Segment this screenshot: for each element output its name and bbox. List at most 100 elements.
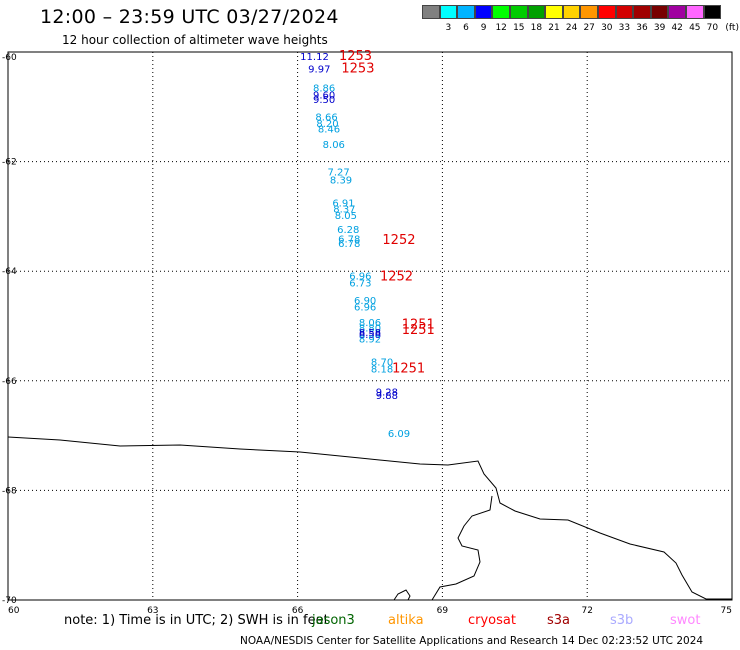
coastline bbox=[7, 436, 732, 600]
wave-height-label: 9.97 bbox=[308, 64, 330, 75]
color-scale-labels: 3 6 9 12 15 18 21 24 27 30 33 36 39 42 45 70 (ft) bbox=[422, 23, 740, 35]
wave-height-label: 8.80 bbox=[359, 323, 381, 334]
x-tick-label: 63 bbox=[147, 606, 158, 616]
wave-height-label: 6.78 bbox=[338, 235, 360, 246]
y-tick-label: -64 bbox=[2, 267, 17, 277]
wave-height-label: 6.73 bbox=[349, 279, 371, 290]
footer-note: note: 1) Time is in UTC; 2) SWH is in fe… bbox=[64, 613, 329, 628]
chart-title: 12:00 – 23:59 UTC 03/27/2024 bbox=[40, 6, 339, 28]
wave-height-label: 8.70 bbox=[371, 357, 393, 368]
scale-label: 21 bbox=[548, 23, 560, 33]
wave-height-label: 6.91 bbox=[332, 199, 354, 210]
scale-swatch bbox=[527, 5, 546, 19]
wave-height-label: 8.05 bbox=[335, 211, 357, 222]
scale-label: 9 bbox=[480, 23, 487, 33]
wave-height-label: 6.78 bbox=[338, 239, 360, 250]
scale-swatch bbox=[633, 5, 651, 19]
plot-frame bbox=[7, 51, 733, 601]
scale-swatch bbox=[650, 5, 669, 19]
scale-swatch bbox=[703, 5, 722, 19]
scale-label: 6 bbox=[463, 23, 469, 33]
scale-label: 24 bbox=[565, 23, 578, 33]
wave-height-label: 8.58 bbox=[359, 330, 381, 341]
scale-label: 33 bbox=[618, 23, 631, 33]
wave-height-label: 11.12 bbox=[300, 52, 329, 63]
x-tick-label: 72 bbox=[581, 606, 592, 616]
track-id-label: 1252 bbox=[380, 270, 413, 285]
scale-swatch bbox=[457, 5, 475, 19]
wave-height-label: 8.18 bbox=[371, 365, 393, 376]
scale-label: 39 bbox=[653, 23, 666, 33]
x-tick-label: 66 bbox=[292, 606, 304, 616]
wave-height-label: 8.86 bbox=[313, 83, 335, 94]
wave-height-label: 8.37 bbox=[333, 205, 355, 216]
y-tick-label: -60 bbox=[2, 53, 17, 63]
scale-swatch bbox=[545, 5, 563, 19]
scale-swatch bbox=[597, 5, 616, 19]
x-tick-label: 75 bbox=[721, 606, 732, 616]
color-scale-legend: 3 6 9 12 15 18 21 24 27 30 33 36 39 42 45 70 (ft) bbox=[422, 5, 739, 33]
credit-line: NOAA/NESDIS Center for Satellite Applica… bbox=[240, 635, 704, 647]
wave-height-label: 6.28 bbox=[337, 225, 359, 236]
satellite-s3a: s3a bbox=[547, 613, 571, 628]
wave-height-label: 8.46 bbox=[318, 125, 340, 136]
scale-label: 3 bbox=[445, 23, 452, 33]
wave-height-label: 8.92 bbox=[359, 334, 381, 345]
wave-height-label: 6.09 bbox=[388, 429, 410, 440]
wave-height-label: 6.90 bbox=[354, 296, 376, 307]
wave-height-label: 8.58 bbox=[359, 328, 381, 339]
scale-label: 42 bbox=[671, 23, 683, 33]
track-id-label: 1251 bbox=[392, 362, 425, 377]
wave-height-label: 8.39 bbox=[330, 176, 352, 187]
y-tick-label: -66 bbox=[2, 377, 17, 387]
satellite-jason3: jason3 bbox=[312, 613, 355, 628]
wave-height-label: 8.06 bbox=[359, 318, 381, 329]
x-tick-label: 60 bbox=[8, 606, 20, 616]
track-id-label: 1253 bbox=[341, 61, 374, 76]
y-tick-label: -70 bbox=[2, 596, 17, 606]
y-tick-label: -68 bbox=[2, 486, 17, 496]
y-tick-label: -62 bbox=[2, 158, 17, 168]
scale-swatch bbox=[615, 5, 634, 19]
track-id-label: 1251 bbox=[402, 318, 435, 333]
coastline-inlet bbox=[431, 495, 493, 601]
wave-height-label: 9.60 bbox=[313, 91, 335, 102]
scale-swatch bbox=[668, 5, 686, 19]
scale-label: 36 bbox=[636, 23, 648, 33]
wave-height-label: 8.06 bbox=[323, 140, 345, 151]
wave-height-label: 6.96 bbox=[349, 271, 371, 282]
scale-label: 70 bbox=[706, 23, 719, 33]
scale-label: 12 bbox=[495, 23, 507, 33]
wave-height-label: 6.96 bbox=[354, 303, 376, 314]
chart-subtitle: 12 hour collection of altimeter wave hei… bbox=[62, 33, 328, 47]
wave-height-label: 9.88 bbox=[376, 391, 398, 402]
track-id-label: 1252 bbox=[382, 233, 415, 248]
wave-height-label: 8.66 bbox=[315, 113, 337, 124]
coastline-bay bbox=[393, 589, 411, 601]
x-tick-label: 69 bbox=[437, 606, 449, 616]
wave-height-label: 9.50 bbox=[313, 95, 335, 106]
scale-label: 15 bbox=[513, 23, 525, 33]
satellite-swot: swot bbox=[670, 613, 701, 628]
scale-label: 30 bbox=[601, 23, 613, 33]
scale-swatch bbox=[562, 5, 581, 19]
satellite-altika: altika bbox=[388, 613, 424, 628]
scale-unit: (ft) bbox=[725, 23, 739, 33]
scale-swatch bbox=[474, 5, 493, 19]
scale-swatch bbox=[509, 5, 528, 19]
scale-label: 27 bbox=[583, 23, 595, 33]
wave-height-label: 8.20 bbox=[316, 119, 338, 130]
scale-swatch bbox=[492, 5, 510, 19]
scale-swatch bbox=[580, 5, 598, 19]
wave-height-label: 7.27 bbox=[327, 167, 349, 178]
wave-height-label: 9.28 bbox=[376, 388, 398, 399]
satellite-s3b: s3b bbox=[610, 613, 634, 628]
track-id-label: 1253 bbox=[339, 49, 372, 64]
scale-label: 18 bbox=[530, 23, 543, 33]
color-scale-swatches bbox=[422, 5, 722, 19]
scale-swatch bbox=[422, 5, 440, 19]
track-id-label: 1251 bbox=[402, 323, 435, 338]
scale-swatch bbox=[439, 5, 458, 19]
scale-label: 45 bbox=[689, 23, 701, 33]
